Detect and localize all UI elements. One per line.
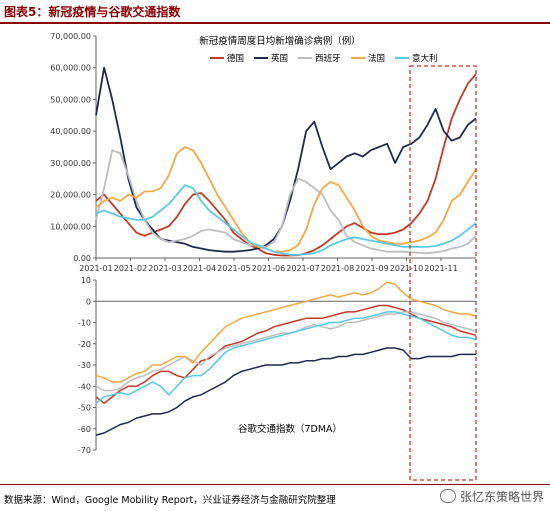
top-y-tick-label: 30,000.00 — [50, 159, 91, 168]
top-y-tick-label: 20,000.00 — [50, 191, 91, 200]
bottom-y-tick-label: 0 — [86, 297, 91, 306]
top-y-tick-label: 0.00 — [73, 254, 91, 263]
bottom-y-tick-label: -70 — [78, 446, 91, 455]
bottom-chart-title: 谷歌交通指数（7DMA） — [238, 423, 342, 435]
legend-label: 法国 — [368, 53, 385, 64]
top-x-tick-label: 2021-09 — [355, 264, 388, 273]
highlight-box — [409, 65, 477, 481]
legend-label: 英国 — [271, 53, 288, 64]
watermark-text: 张忆东策略世界 — [459, 490, 544, 504]
top-series-line — [95, 184, 477, 256]
top-series-line — [95, 149, 477, 255]
top-x-tick-label: 2021-05 — [217, 264, 250, 273]
top-series-line — [95, 66, 477, 253]
top-y-tick-label: 60,000.00 — [50, 64, 91, 73]
top-y-tick-label: 10,000.00 — [50, 222, 91, 231]
top-chart-title: 新冠疫情周度日均新增确诊病例（例） — [199, 35, 361, 47]
bottom-y-tick-label: -50 — [78, 404, 91, 413]
bottom-series-line — [95, 311, 477, 392]
top-series-line — [95, 73, 477, 257]
bottom-y-tick-label: -40 — [78, 382, 91, 391]
figure-title: 图表5：新冠疫情与谷歌交通指数 — [4, 5, 181, 19]
top-x-tick-label: 2021-07 — [286, 264, 319, 273]
bottom-y-tick-label: 10 — [81, 276, 91, 285]
top-y-tick-label: 70,000.00 — [50, 32, 91, 41]
figure-header: 图表5：新冠疫情与谷歌交通指数 — [0, 0, 550, 24]
chart-area: 0.00 10,000.00 20,000.00 30,000.00 40,000.00… — [50, 32, 477, 481]
bottom-series-line — [95, 304, 477, 405]
legend-label: 意大利 — [412, 53, 438, 64]
top-x-tick-label: 2021-06 — [252, 264, 285, 273]
top-y-tick-label: 50,000.00 — [50, 95, 91, 104]
bottom-y-tick-label: -20 — [78, 340, 91, 349]
legend-label: 德国 — [227, 53, 244, 64]
top-x-tick-label: 2021-04 — [183, 264, 216, 273]
top-x-tick-label: 2021-01 — [79, 264, 112, 273]
top-x-tick-label: 2021-08 — [321, 264, 354, 273]
wechat-icon — [439, 489, 456, 503]
top-x-tick-label: 2021-10 — [390, 264, 423, 273]
bottom-y-tick-label: -30 — [78, 361, 91, 370]
bottom-y-tick-label: -10 — [78, 319, 91, 328]
top-chart: 0.00 10,000.00 20,000.00 30,000.00 40,000.00… — [50, 32, 477, 273]
bottom-series-line — [95, 311, 477, 404]
top-y-tick-label: 40,000.00 — [50, 127, 91, 136]
bottom-y-tick-label: -60 — [78, 425, 91, 434]
source-note: 数据来源：Wind，Google Mobility Report，兴业证券经济与… — [4, 495, 336, 506]
highlight-overlay — [409, 65, 477, 481]
legend-label: 西班牙 — [315, 53, 341, 64]
bottom-series-line — [95, 281, 477, 383]
top-series-line — [95, 146, 477, 253]
top-x-tick-label: 2021-02 — [114, 264, 147, 273]
bottom-chart: 10 0 -10 -20 -30 -40 -50 -60 -70 谷歌交通指数（7DMA） — [78, 276, 477, 455]
figure-footer: 数据来源：Wind，Google Mobility Report，兴业证券经济与… — [0, 484, 550, 511]
top-x-tick-label: 2021-11 — [424, 264, 457, 273]
top-x-tick-label: 2021-03 — [148, 264, 181, 273]
bottom-series-line — [95, 347, 476, 436]
watermark: 张忆东策略世界 — [439, 488, 544, 505]
